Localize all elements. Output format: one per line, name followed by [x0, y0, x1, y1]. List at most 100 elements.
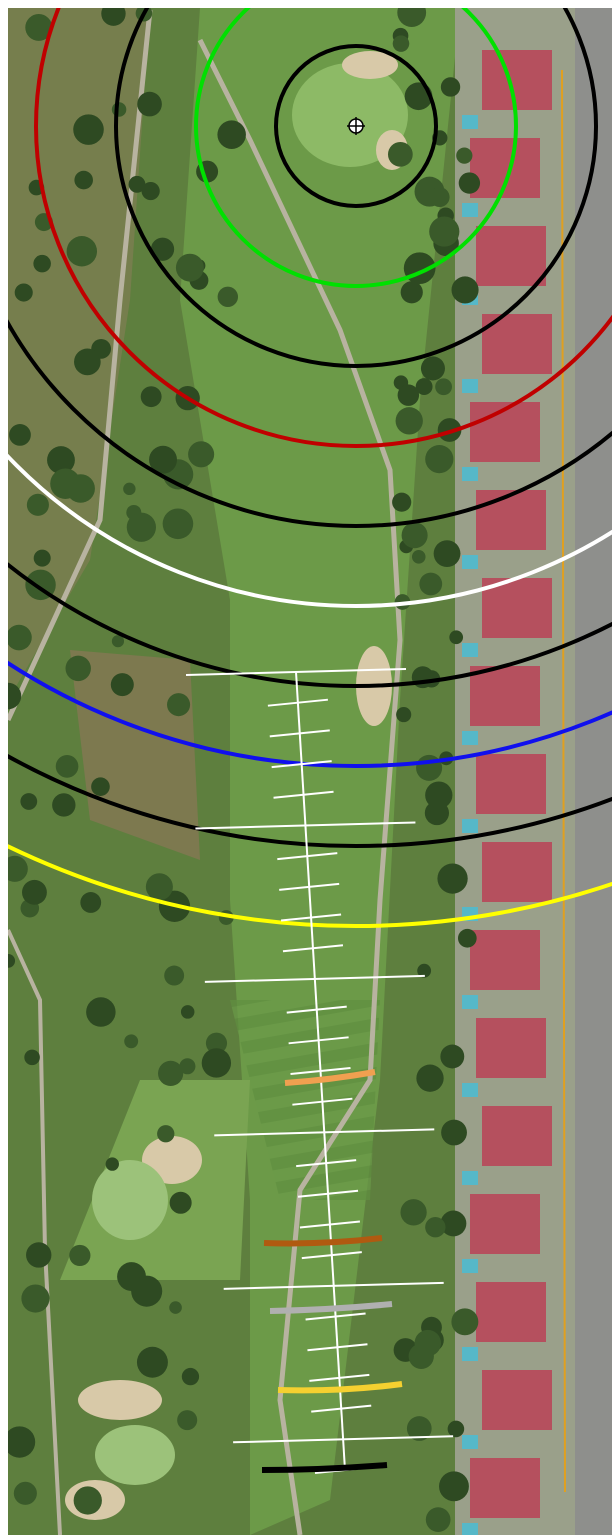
tree: [20, 793, 37, 810]
tree: [188, 441, 214, 467]
tree: [21, 1284, 49, 1312]
tree: [426, 1507, 451, 1532]
aerial-image: [0, 0, 612, 1535]
tree: [111, 673, 134, 696]
tree: [157, 1125, 174, 1142]
page: (() => { const svg = document.getElement…: [0, 0, 612, 1535]
tree: [421, 356, 445, 380]
tree: [4, 1426, 35, 1457]
tree: [401, 281, 423, 303]
tree: [434, 540, 461, 567]
tree: [415, 1330, 442, 1357]
tree: [459, 172, 480, 193]
house: [470, 666, 540, 726]
green: [95, 1425, 175, 1485]
tree: [106, 1157, 119, 1170]
tree: [91, 777, 110, 796]
tree: [396, 707, 411, 722]
tree: [412, 550, 426, 564]
tree: [27, 494, 49, 516]
tree: [437, 863, 467, 893]
tree: [9, 424, 31, 446]
tree: [458, 929, 477, 948]
tree: [182, 1368, 199, 1385]
tree: [167, 693, 190, 716]
tree: [425, 782, 452, 809]
tree: [177, 1410, 197, 1430]
pool: [462, 555, 478, 569]
bunker: [78, 1380, 162, 1420]
tree: [34, 550, 51, 567]
house: [470, 930, 540, 990]
house: [476, 1282, 546, 1342]
tree: [388, 142, 413, 167]
tree: [6, 625, 32, 651]
house: [476, 1018, 546, 1078]
tree: [2, 856, 28, 882]
tree: [441, 1120, 467, 1146]
golf-hole-map: [0, 0, 612, 1535]
tree: [146, 873, 173, 900]
tree: [429, 216, 459, 246]
tree: [217, 120, 246, 149]
tree: [127, 513, 156, 542]
tree: [393, 35, 410, 52]
tree: [80, 892, 101, 913]
tree: [141, 386, 162, 407]
pool: [462, 1171, 478, 1185]
pool: [462, 1435, 478, 1449]
tree: [22, 880, 47, 905]
tree: [179, 1058, 195, 1074]
tree: [435, 378, 452, 395]
tree: [402, 522, 428, 548]
tree: [66, 656, 91, 681]
tree: [67, 236, 97, 266]
tree: [15, 283, 33, 301]
pool: [462, 115, 478, 129]
tree: [176, 254, 204, 282]
tree: [66, 474, 95, 503]
tree: [452, 276, 479, 303]
house: [476, 226, 546, 286]
tree: [1, 954, 15, 968]
tree: [142, 182, 160, 200]
tree: [416, 1065, 443, 1092]
tree: [74, 349, 101, 376]
tree: [101, 1, 125, 25]
pool: [462, 819, 478, 833]
tree: [419, 573, 442, 596]
tree: [449, 630, 463, 644]
tree: [451, 1308, 478, 1335]
tree: [439, 1471, 469, 1501]
tree: [131, 1276, 162, 1307]
tree: [202, 1048, 231, 1077]
tree: [400, 1199, 426, 1225]
tree: [398, 384, 419, 405]
tree: [170, 1192, 192, 1214]
tree: [169, 1301, 182, 1314]
tree: [218, 287, 238, 307]
house: [482, 842, 552, 902]
house: [482, 1370, 552, 1430]
tree: [137, 92, 162, 117]
tree: [26, 1242, 51, 1267]
pool: [462, 467, 478, 481]
tree: [123, 483, 135, 495]
house: [470, 1458, 540, 1518]
pool: [462, 643, 478, 657]
tree: [74, 1486, 102, 1514]
pool: [462, 995, 478, 1009]
tree: [440, 1045, 464, 1069]
pool: [462, 1523, 478, 1535]
green: [92, 1160, 168, 1240]
tree: [14, 1482, 37, 1505]
pool: [462, 1259, 478, 1273]
house: [482, 50, 552, 110]
tree: [164, 966, 184, 986]
tree: [392, 493, 411, 512]
tree: [112, 102, 126, 116]
pool: [462, 1083, 478, 1097]
tree: [73, 114, 104, 145]
tree: [33, 255, 51, 273]
house: [482, 1106, 552, 1166]
